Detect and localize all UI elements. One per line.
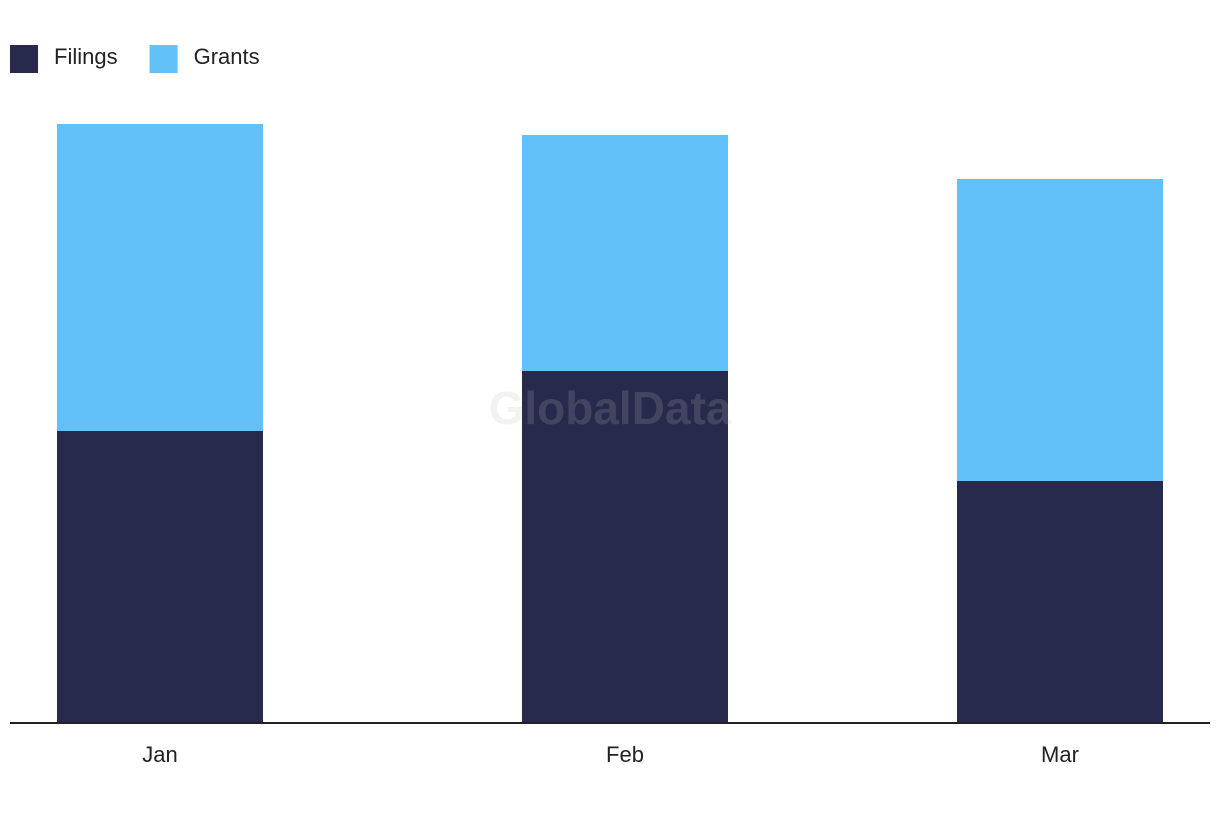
x-tick-label: Jan bbox=[142, 742, 177, 767]
watermark: GlobalData bbox=[489, 382, 732, 434]
legend-label: Filings bbox=[54, 44, 118, 69]
bar-segment bbox=[57, 124, 263, 431]
bar-segment bbox=[957, 179, 1163, 481]
legend-swatch bbox=[149, 45, 178, 73]
bar-segment bbox=[957, 481, 1163, 723]
legend-label: Grants bbox=[194, 44, 260, 69]
bar-segment bbox=[522, 371, 728, 723]
legend-swatch bbox=[10, 45, 38, 73]
x-tick-label: Mar bbox=[1041, 742, 1079, 767]
x-tick-label: Feb bbox=[606, 742, 644, 767]
bar-segment bbox=[57, 431, 263, 723]
bar-segment bbox=[522, 135, 728, 371]
bars bbox=[57, 124, 1163, 723]
